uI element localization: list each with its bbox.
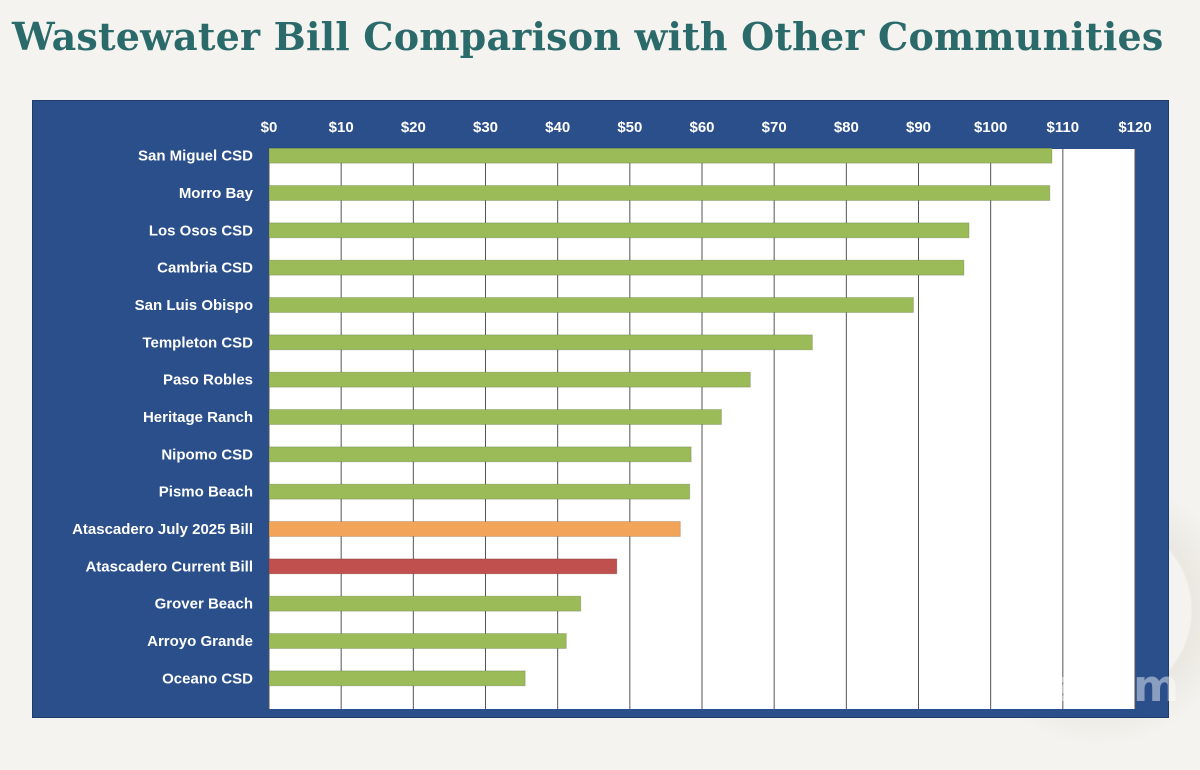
x-tick-label: $30 (473, 119, 498, 136)
x-tick-label: $120 (1118, 119, 1151, 136)
category-label: Nipomo CSD (161, 446, 253, 463)
category-label: Pismo Beach (159, 484, 253, 501)
bar (268, 670, 526, 687)
x-tick-label: $70 (762, 119, 787, 136)
category-label: Atascadero July 2025 Bill (72, 521, 253, 538)
x-tick-label: $40 (545, 119, 570, 136)
slide-title: Wastewater Bill Comparison with Other Co… (12, 14, 1164, 59)
category-label: Heritage Ranch (143, 409, 253, 426)
x-tick-label: $0 (261, 119, 278, 136)
chart-panel: $0 $10 $20 $30 $40 $50 $60 $70 $80 $90 $100 $110 $12… (32, 100, 1169, 718)
bar (268, 521, 681, 537)
category-label: San Miguel CSD (138, 148, 253, 165)
x-tick-label: $90 (906, 119, 931, 136)
category-label: Templeton CSD (142, 334, 253, 351)
bar (268, 446, 692, 463)
bar-chart: $0 $10 $20 $30 $40 $50 $60 $70 $80 $90 $100 $110 $12… (72, 119, 1152, 709)
x-tick-label: $20 (401, 119, 426, 136)
category-label: Morro Bay (179, 185, 254, 202)
category-label: Arroyo Grande (147, 633, 253, 650)
category-label: Los Osos CSD (149, 222, 253, 239)
x-tick-label: $100 (974, 119, 1007, 136)
category-label: Grover Beach (155, 596, 253, 613)
bar (268, 297, 914, 313)
category-label: Oceano CSD (162, 670, 253, 687)
bar (268, 595, 582, 612)
x-tick-label: $60 (689, 119, 714, 136)
x-tick-label: $50 (617, 119, 642, 136)
bar (268, 185, 1051, 201)
bar (268, 558, 618, 575)
x-tick-label: $110 (1047, 119, 1080, 136)
bar (268, 147, 1053, 164)
bar (268, 371, 751, 388)
category-label: San Luis Obispo (135, 297, 253, 314)
bar (268, 483, 691, 500)
bar (268, 409, 722, 425)
x-tick-label: $80 (834, 119, 859, 136)
bar (268, 633, 567, 649)
zoom-watermark: zoom (1050, 661, 1179, 712)
x-tick-label: $10 (329, 119, 354, 136)
category-label: Paso Robles (163, 372, 253, 389)
bar (268, 222, 970, 239)
bar (268, 259, 965, 276)
category-label: Cambria CSD (157, 260, 253, 277)
bar (268, 334, 813, 351)
category-label: Atascadero Current Bill (85, 558, 253, 575)
